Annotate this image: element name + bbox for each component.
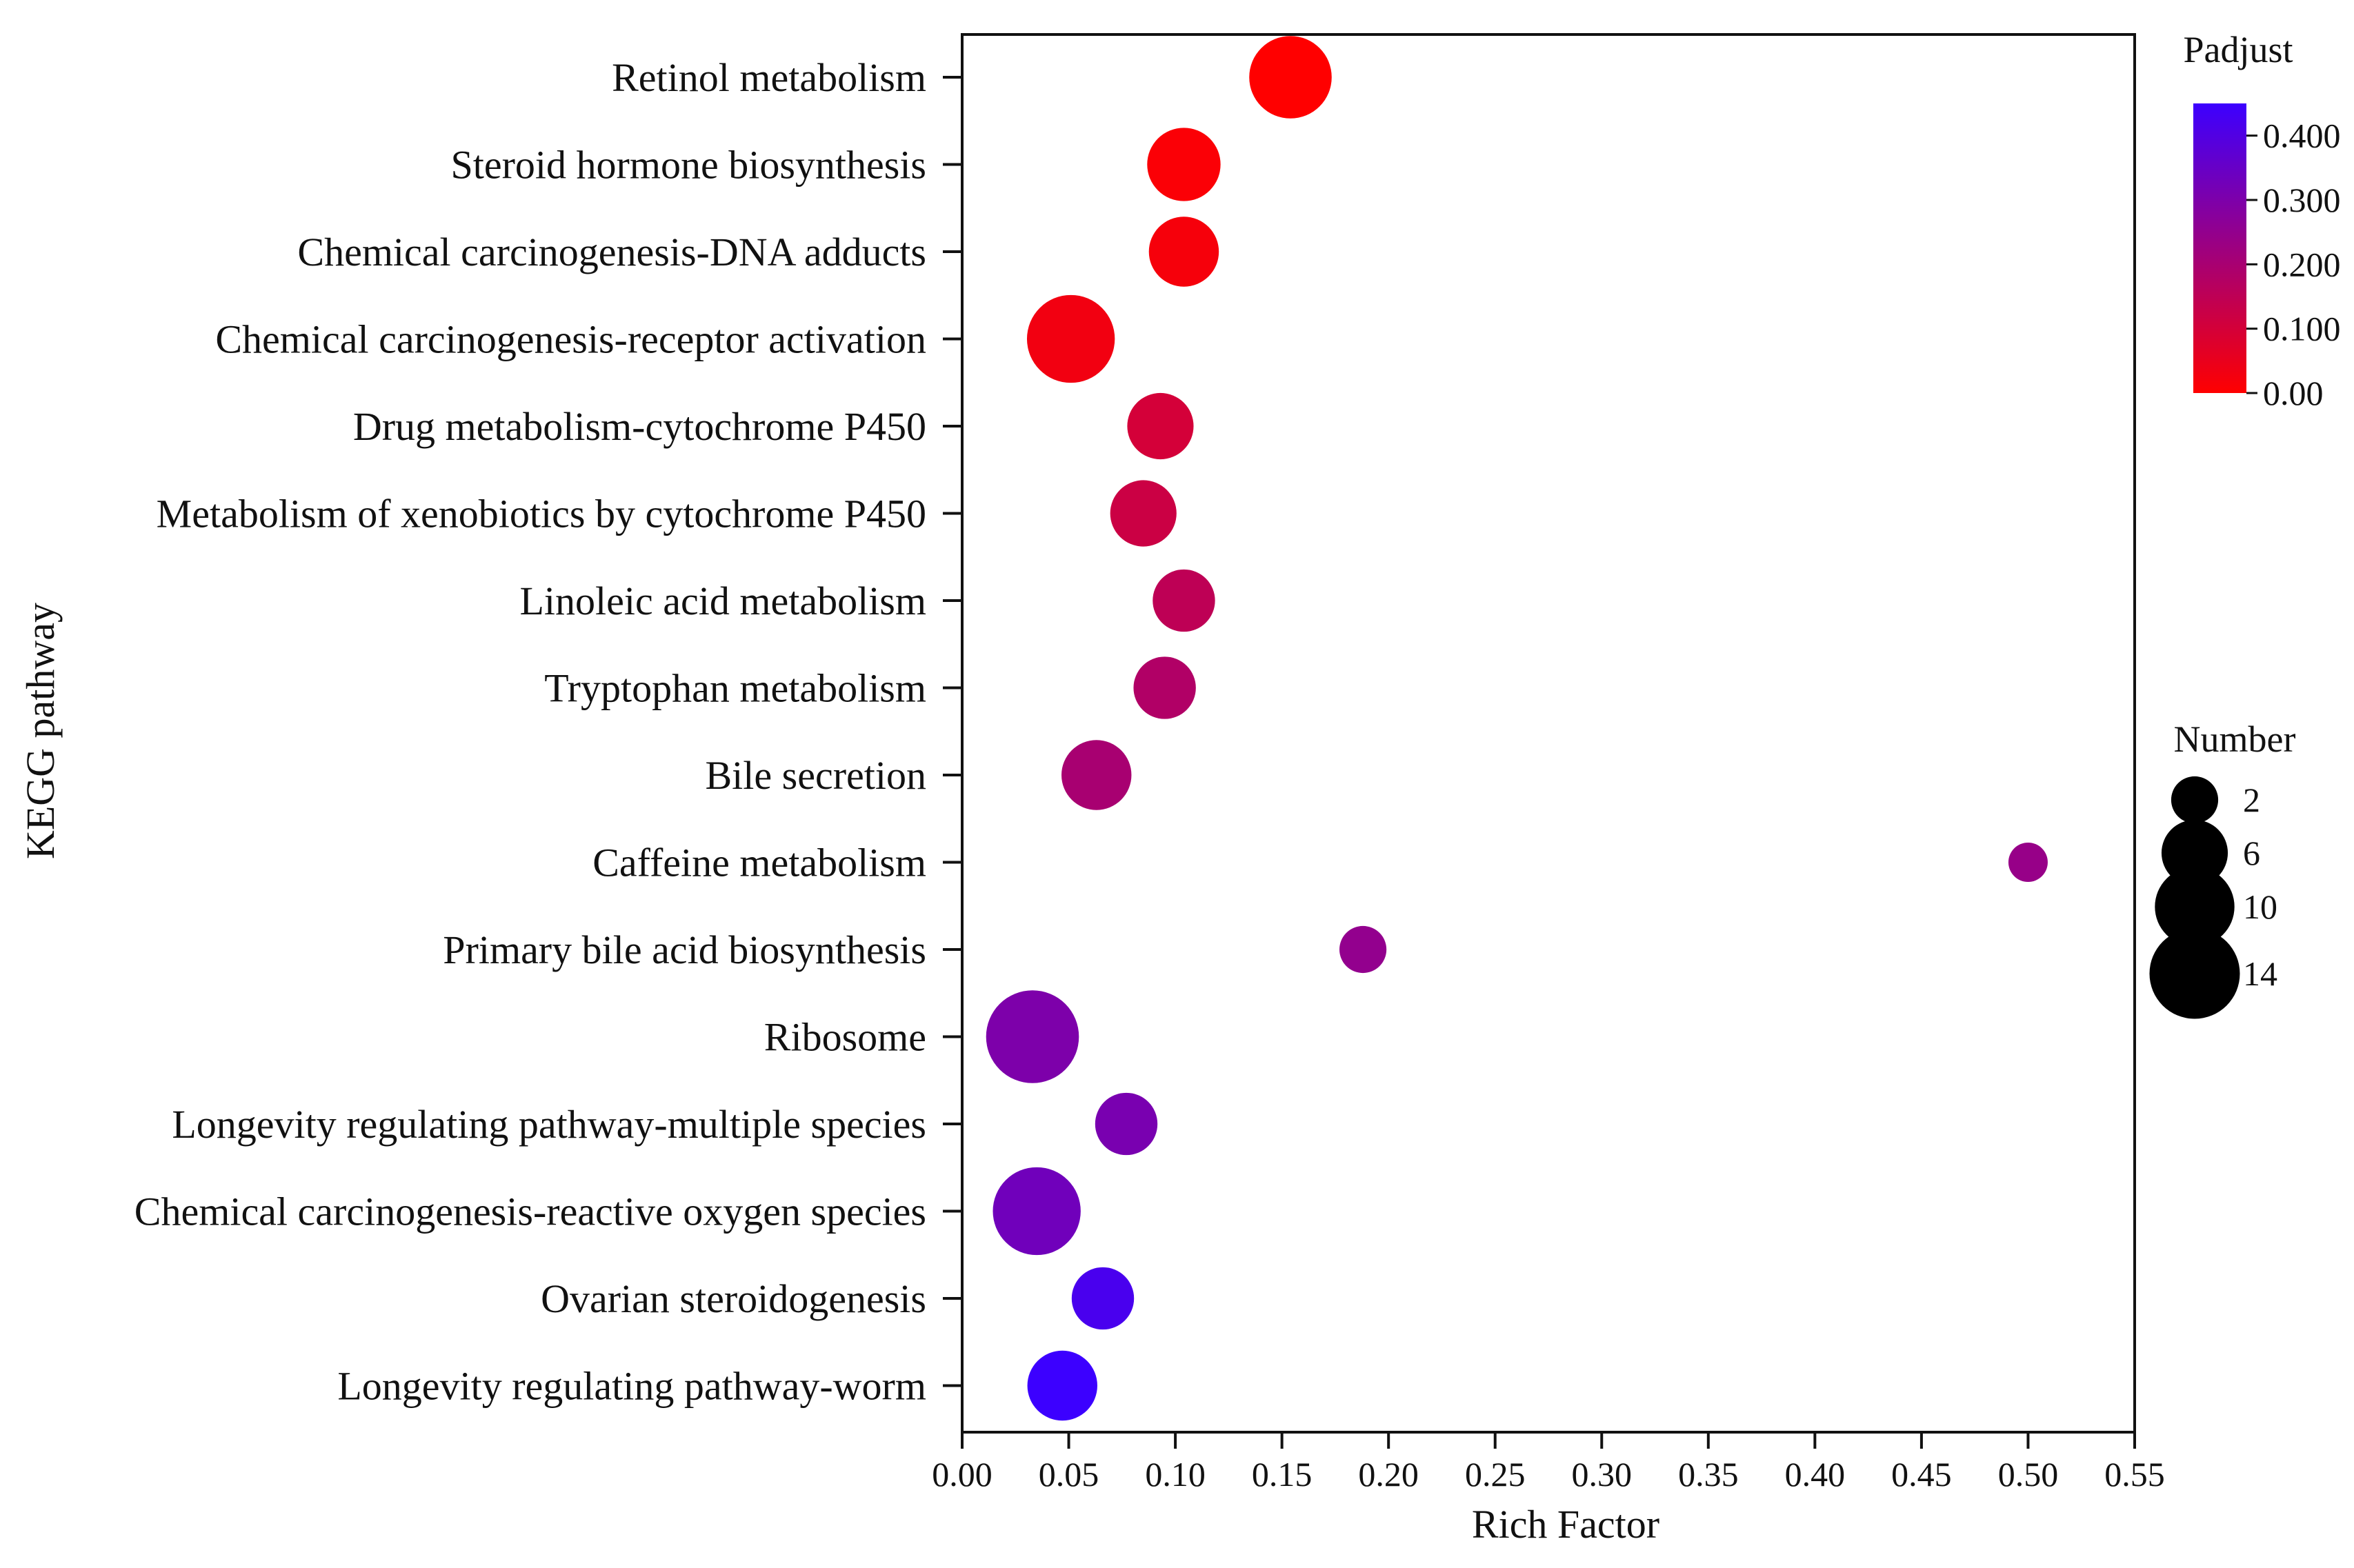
y-tick-label: Chemical carcinogenesis-DNA adducts (297, 230, 926, 274)
x-tick-label: 0.35 (1678, 1455, 1739, 1494)
data-point (1249, 36, 1332, 119)
x-tick-label: 0.20 (1358, 1455, 1419, 1494)
data-point (1027, 1350, 1097, 1421)
y-tick-label: Metabolism of xenobiotics by cytochrome … (157, 492, 926, 536)
x-tick-label: 0.55 (2104, 1455, 2165, 1494)
color-legend-tick-label: 0.300 (2263, 181, 2341, 219)
x-axis: 0.00 0.05 0.10 0.15 0.20 0.25 0.30 0.35 0.40 0.45… (932, 1432, 2165, 1494)
color-legend-tick-label: 0.100 (2263, 310, 2341, 348)
data-point (993, 1167, 1081, 1256)
data-point (1127, 392, 1194, 460)
data-points (986, 36, 2048, 1421)
data-point (1071, 1267, 1135, 1330)
y-tick-label: Primary bile acid biosynthesis (443, 927, 926, 972)
size-legend-marker (2171, 776, 2219, 824)
y-tick-label: Chemical carcinogenesis-receptor activat… (215, 317, 926, 362)
color-legend-tick-label: 0.00 (2263, 374, 2324, 412)
size-legend-marker (2155, 867, 2235, 947)
data-point (1026, 294, 1115, 383)
x-tick-label: 0.15 (1252, 1455, 1313, 1494)
data-point (2008, 843, 2048, 882)
color-legend-bar (2193, 103, 2246, 393)
y-tick-label: Longevity regulating pathway-multiple sp… (172, 1102, 926, 1147)
x-tick-label: 0.50 (1998, 1455, 2059, 1494)
y-tick-label: Ribosome (764, 1015, 926, 1060)
size-legend: Number 2 6 10 14 (2149, 718, 2295, 1019)
data-point (1147, 128, 1221, 201)
y-tick-label: Bile secretion (705, 753, 926, 798)
x-tick-label: 0.40 (1785, 1455, 1846, 1494)
data-point (1061, 740, 1132, 810)
data-point (1133, 656, 1196, 719)
data-point (1153, 569, 1215, 632)
x-axis-title: Rich Factor (1472, 1502, 1659, 1547)
size-legend-label: 6 (2243, 834, 2260, 872)
x-tick-label: 0.05 (1039, 1455, 1099, 1494)
size-legend-label: 14 (2243, 954, 2277, 993)
y-axis-title: KEGG pathway (18, 603, 63, 859)
x-tick-label: 0.25 (1465, 1455, 1526, 1494)
data-point (1110, 480, 1177, 547)
color-legend-tick-label: 0.200 (2263, 245, 2341, 283)
size-legend-label: 10 (2243, 887, 2277, 926)
y-tick-label: Chemical carcinogenesis-reactive oxygen … (134, 1189, 926, 1234)
x-tick-label: 0.10 (1145, 1455, 1206, 1494)
size-legend-marker (2149, 928, 2240, 1019)
color-legend: Padjust 0.00 0.100 0.200 0.300 0.400 (2183, 29, 2340, 412)
x-tick-label: 0.00 (932, 1455, 993, 1494)
y-tick-label: Drug metabolism-cytochrome P450 (353, 404, 926, 449)
data-point (1339, 925, 1387, 974)
y-tick-label: Longevity regulating pathway-worm (337, 1364, 926, 1409)
y-tick-label: Retinol metabolism (612, 55, 926, 100)
size-legend-title: Number (2174, 718, 2296, 760)
color-legend-title: Padjust (2183, 29, 2293, 70)
x-tick-label: 0.30 (1572, 1455, 1633, 1494)
size-legend-marker (2161, 819, 2228, 887)
y-tick-label: Steroid hormone biosynthesis (450, 143, 926, 188)
y-axis: Retinol metabolism Steroid hormone biosyn… (134, 55, 962, 1409)
x-tick-label: 0.45 (1891, 1455, 1952, 1494)
y-tick-label: Caffeine metabolism (592, 841, 926, 885)
data-point (1148, 217, 1219, 287)
y-tick-label: Linoleic acid metabolism (520, 579, 927, 623)
color-legend-tick-label: 0.400 (2263, 117, 2341, 155)
size-legend-label: 2 (2243, 781, 2260, 819)
y-tick-label: Ovarian steroidogenesis (541, 1276, 926, 1321)
data-point (986, 990, 1079, 1083)
data-point (1095, 1092, 1158, 1156)
plot-frame (961, 33, 2136, 1434)
y-tick-label: Tryptophan metabolism (544, 666, 926, 711)
